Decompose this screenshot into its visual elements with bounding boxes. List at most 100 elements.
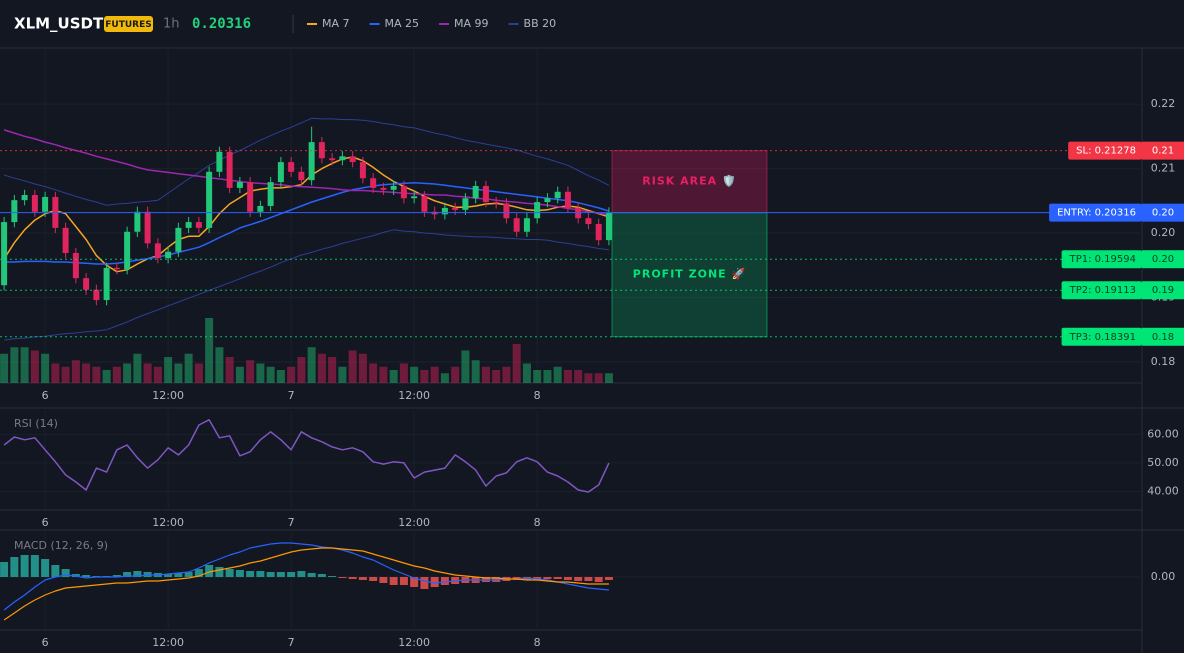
level-label: SL: 0.21278 [1076, 146, 1136, 157]
volume-bar [563, 370, 572, 383]
candle-body [523, 218, 530, 232]
volume-bar [440, 373, 449, 383]
candle-body [185, 222, 192, 228]
badge-bg [104, 16, 153, 32]
volume-bar [338, 366, 347, 383]
volume-bar [543, 370, 552, 383]
volume-bar [256, 363, 265, 383]
candle-body [72, 253, 79, 279]
level-tag-bg [1142, 327, 1184, 346]
candle-body [452, 207, 459, 210]
volume-bar [123, 363, 132, 383]
volume-bar [194, 363, 203, 383]
candle-body [308, 142, 315, 181]
candle-body [134, 211, 141, 232]
histogram-bar [317, 574, 326, 577]
histogram-bar [348, 577, 357, 579]
candle-body [359, 162, 366, 179]
volume-bar [184, 353, 193, 383]
x-tick-label: 6 [42, 636, 49, 649]
level-tag: 0.20 [1152, 254, 1174, 265]
candle-body [462, 198, 469, 210]
volume-bar [164, 357, 173, 383]
pane-title: RSI (14) [14, 417, 58, 430]
candle-body [503, 203, 510, 219]
candle-body [144, 211, 151, 244]
volume-bar [348, 350, 357, 383]
candle-body [400, 185, 407, 199]
y-tick-label: 0.00 [1151, 570, 1176, 583]
volume-bar [112, 366, 121, 383]
x-tick-label: 8 [534, 389, 541, 402]
x-tick-label: 7 [288, 636, 295, 649]
volume-bar [369, 363, 378, 383]
candle-body [534, 202, 541, 219]
histogram-bar [338, 577, 347, 578]
candle-body [154, 243, 161, 259]
histogram-bar [194, 569, 203, 577]
histogram-bar [389, 577, 398, 585]
level-tag-bg [1142, 281, 1184, 300]
volume-bar [51, 363, 60, 383]
interval: 1h [163, 17, 180, 32]
moving-average [3, 129, 610, 216]
histogram-bar [266, 572, 275, 577]
candle-body [411, 196, 418, 199]
volume-bar [225, 357, 234, 383]
y-tick-label: 0.18 [1151, 355, 1176, 368]
histogram-bar [604, 577, 613, 580]
y-tick-label: 0.22 [1151, 97, 1176, 110]
candle-body [595, 224, 602, 241]
histogram-bar [297, 571, 306, 577]
level-tag: 0.20 [1152, 208, 1174, 219]
volume-bar [317, 353, 326, 383]
level-label: TP2: 0.19113 [1069, 285, 1136, 296]
histogram-bar [164, 574, 173, 577]
candle-body [93, 289, 100, 301]
candle-body [267, 182, 274, 206]
pane-title: MACD (12, 26, 9) [14, 539, 108, 552]
histogram-bar [553, 577, 562, 579]
histogram-bar [440, 577, 449, 585]
volume-bar [461, 350, 470, 383]
level-label-bg [1068, 141, 1142, 160]
candle-body [257, 205, 264, 212]
x-tick-label: 12:00 [398, 636, 430, 649]
x-tick-label: 12:00 [398, 516, 430, 529]
candle-body [124, 231, 131, 270]
candle-body [482, 185, 489, 203]
histogram-bar [584, 577, 593, 581]
volume-bar [215, 347, 224, 383]
x-tick-label: 12:00 [152, 636, 184, 649]
candle-body [11, 200, 18, 223]
level-label: TP3: 0.18391 [1069, 332, 1136, 343]
volume-bar [420, 370, 429, 383]
candle-body [226, 151, 233, 188]
histogram-bar [112, 575, 121, 577]
histogram-bar [20, 555, 29, 577]
volume-bar [604, 373, 613, 383]
zone [611, 150, 768, 214]
volume-bar [61, 366, 70, 383]
volume-bar [102, 370, 111, 383]
x-tick-label: 8 [534, 636, 541, 649]
candle-body [21, 194, 28, 201]
volume-bar [287, 366, 296, 383]
volume-bar [328, 357, 337, 383]
histogram-bar [10, 557, 19, 577]
legend-label: MA 99 [454, 17, 489, 30]
x-tick-label: 12:00 [152, 389, 184, 402]
volume-bar [20, 347, 29, 383]
candle-body [513, 218, 520, 232]
volume-bar [246, 360, 255, 383]
symbol: XLM_USDT [14, 15, 104, 33]
level-tag-bg [1142, 203, 1184, 222]
candle-body [380, 187, 387, 190]
zone [611, 212, 768, 338]
x-tick-label: 7 [288, 389, 295, 402]
volume-bar [10, 347, 19, 383]
level-tag: 0.18 [1152, 332, 1174, 343]
candle-body [329, 158, 336, 161]
volume-bar [574, 370, 583, 383]
